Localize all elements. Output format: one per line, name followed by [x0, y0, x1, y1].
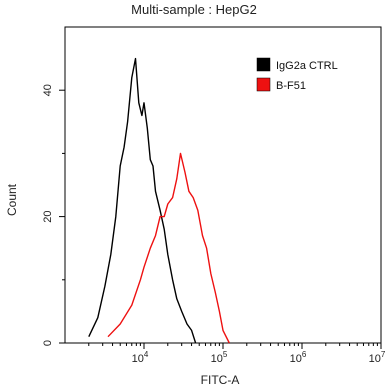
- series-line-igg2a-ctrl: [88, 57, 197, 344]
- series-line-b-f51: [107, 152, 230, 344]
- x-tick-label: 105: [211, 350, 228, 365]
- legend-swatch: [256, 57, 271, 72]
- y-tick-label: 20: [42, 210, 54, 222]
- y-axis-label: Count: [5, 183, 19, 217]
- x-tick-label: 107: [369, 350, 386, 365]
- x-tick-label: 104: [132, 350, 149, 365]
- legend-label: B-F51: [276, 80, 306, 92]
- x-tick-label: 106: [290, 350, 307, 365]
- y-tick-label: 40: [42, 84, 54, 96]
- minor-ticks: [88, 343, 378, 346]
- y-tick-label: 0: [42, 340, 54, 346]
- chart-title: Multi-sample : HepG2: [131, 2, 257, 17]
- series-layer: [88, 57, 230, 344]
- legend-label: IgG2a CTRL: [276, 60, 338, 72]
- x-ticks: 104 105 106 107: [132, 343, 386, 365]
- x-axis-label: FITC-A: [200, 373, 240, 387]
- legend-swatch: [256, 77, 271, 92]
- legend: IgG2a CTRL B-F51: [256, 57, 338, 92]
- plot-frame: [64, 26, 382, 344]
- y-ticks: 0 20 40: [42, 84, 65, 346]
